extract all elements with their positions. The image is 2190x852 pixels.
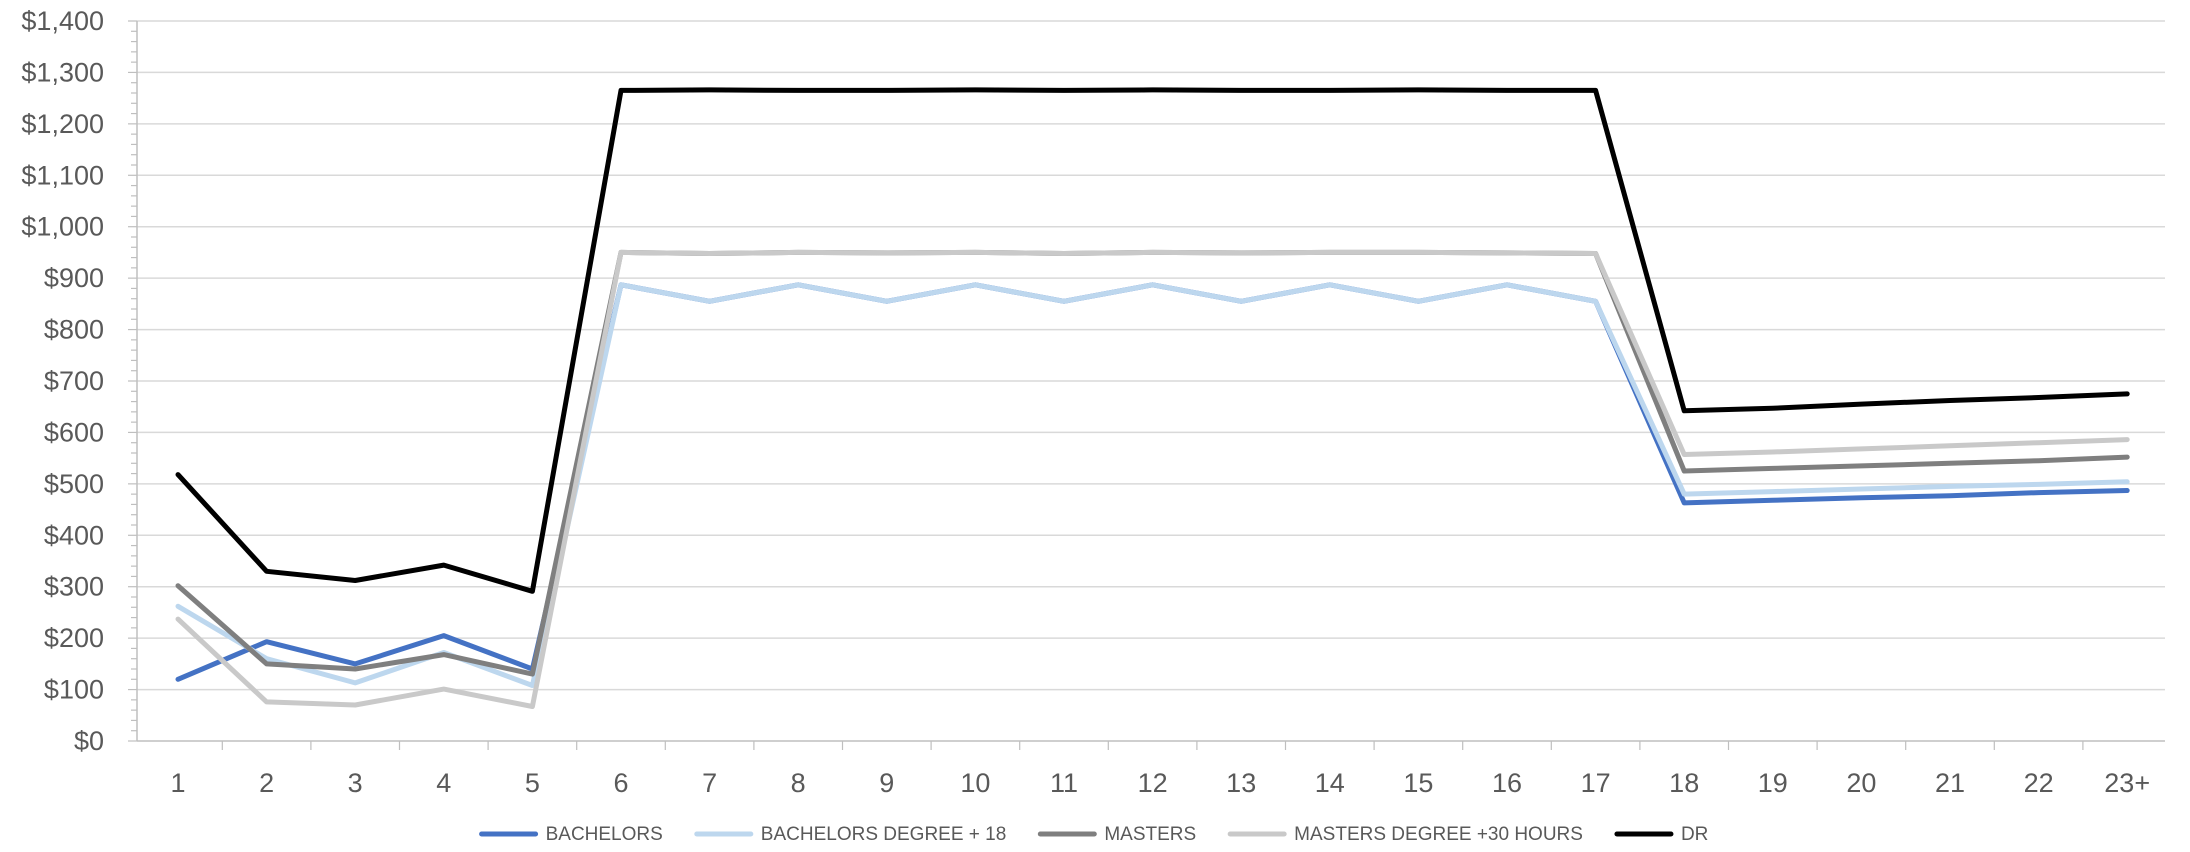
y-tick-label: $1,100 xyxy=(21,160,104,190)
series-line-masters xyxy=(175,249,2130,677)
x-tick-label: 5 xyxy=(525,768,540,798)
y-tick-label: $600 xyxy=(44,417,104,447)
x-tick-label: 14 xyxy=(1315,768,1345,798)
x-tick-label: 19 xyxy=(1758,768,1788,798)
x-tick-label: 11 xyxy=(1050,768,1078,798)
x-tick-label: 15 xyxy=(1403,768,1433,798)
x-tick-label: 2 xyxy=(259,768,274,798)
x-tick-label: 10 xyxy=(960,768,990,798)
y-tick-label: $300 xyxy=(44,572,104,602)
x-tick-label: 9 xyxy=(879,768,894,798)
y-tick-label: $100 xyxy=(44,675,104,705)
x-tick-label: 23+ xyxy=(2104,768,2150,798)
x-tick-label: 13 xyxy=(1226,768,1256,798)
y-tick-label: $1,400 xyxy=(21,6,104,36)
y-tick-label: $1,000 xyxy=(21,212,104,242)
x-tick-label: 1 xyxy=(170,768,185,798)
x-tick-label: 3 xyxy=(348,768,363,798)
series-line-bachelors xyxy=(175,282,2130,682)
x-tick-label: 16 xyxy=(1492,768,1522,798)
series-line-dr xyxy=(175,87,2130,594)
series-line-bachelors-degree-18 xyxy=(175,282,2130,688)
y-tick-label: $1,200 xyxy=(21,109,104,139)
x-tick-label: 21 xyxy=(1935,768,1965,798)
axes: $0 $100 $200 $300 $400 $500 $600 $700 $800 $900 $1… xyxy=(21,6,2165,798)
y-tick-label: $500 xyxy=(44,469,104,499)
y-tick-label: $0 xyxy=(74,726,104,756)
y-tick-label: $900 xyxy=(44,263,104,293)
x-tick-label: 7 xyxy=(702,768,717,798)
legend-label-bachelors: BACHELORS xyxy=(546,824,663,845)
y-tick-label: $400 xyxy=(44,520,104,550)
x-tick-label: 17 xyxy=(1581,768,1611,798)
x-tick-label: 8 xyxy=(791,768,806,798)
y-tick-label: $1,300 xyxy=(21,57,104,87)
x-tick-label: 22 xyxy=(2024,768,2054,798)
series-lines xyxy=(175,87,2130,709)
legend-label-masters: MASTERS xyxy=(1104,824,1196,845)
y-tick-label: $700 xyxy=(44,366,104,396)
legend: BACHELORS BACHELORS DEGREE + 18 MASTERS MAS… xyxy=(479,824,1708,845)
y-tick-label: $200 xyxy=(44,623,104,653)
legend-label-bachelors-degree-18: BACHELORS DEGREE + 18 xyxy=(761,824,1007,845)
x-tick-label: 6 xyxy=(613,768,628,798)
x-tick-label: 4 xyxy=(436,768,451,798)
x-tick-label: 12 xyxy=(1138,768,1168,798)
series-line-masters-degree-30-hours xyxy=(175,249,2130,709)
gridlines xyxy=(137,20,2165,691)
x-tick-label: 20 xyxy=(1846,768,1876,798)
legend-label-masters-degree-30-hours: MASTERS DEGREE +30 HOURS xyxy=(1294,824,1583,845)
x-tick-label: 18 xyxy=(1669,768,1699,798)
y-tick-label: $800 xyxy=(44,315,104,345)
legend-label-dr: DR xyxy=(1681,824,1708,845)
